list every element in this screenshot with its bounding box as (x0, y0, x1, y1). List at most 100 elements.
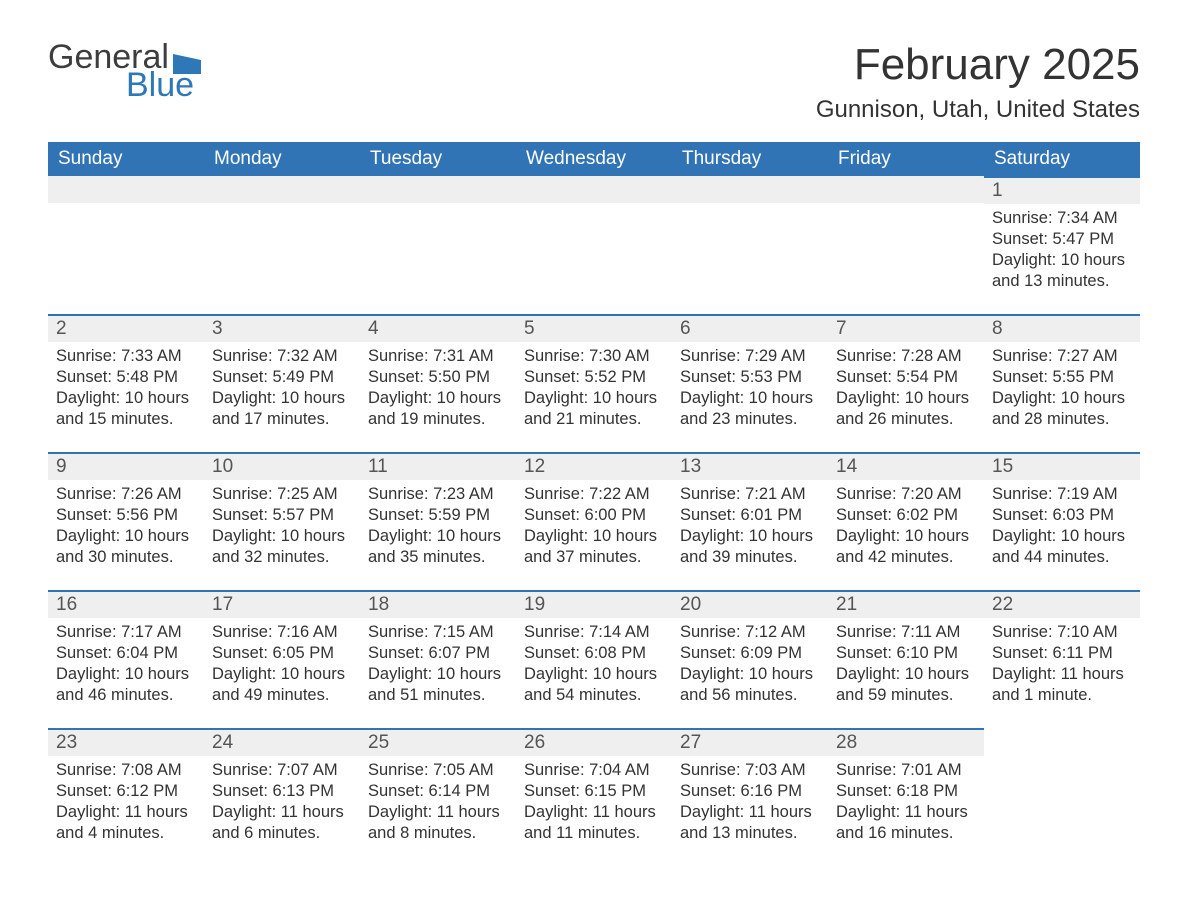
sunset-text: Sunset: 6:12 PM (56, 781, 196, 802)
calendar-day-cell: 7 Sunrise: 7:28 AMSunset: 5:54 PMDaylight… (828, 314, 984, 452)
sunset-text: Sunset: 5:56 PM (56, 505, 196, 526)
day-details: Sunrise: 7:01 AMSunset: 6:18 PMDaylight:… (828, 756, 984, 852)
day-details: Sunrise: 7:23 AMSunset: 5:59 PMDaylight:… (360, 480, 516, 576)
logo: General Blue (48, 40, 201, 102)
header: General Blue February 2025 Gunnison, Uta… (48, 40, 1140, 124)
day-details: Sunrise: 7:17 AMSunset: 6:04 PMDaylight:… (48, 618, 204, 714)
sunrise-text: Sunrise: 7:28 AM (836, 346, 976, 367)
sunset-text: Sunset: 5:47 PM (992, 229, 1132, 250)
sunrise-text: Sunrise: 7:16 AM (212, 622, 352, 643)
calendar-day-cell: 13Sunrise: 7:21 AMSunset: 6:01 PMDayligh… (672, 452, 828, 590)
sunset-text: Sunset: 5:59 PM (368, 505, 508, 526)
daylight-text: Daylight: 11 hours and 1 minute. (992, 664, 1132, 706)
weekday-header: Thursday (672, 142, 828, 176)
sunrise-text: Sunrise: 7:25 AM (212, 484, 352, 505)
sunset-text: Sunset: 6:18 PM (836, 781, 976, 802)
daylight-text: Daylight: 10 hours and 23 minutes. (680, 388, 820, 430)
day-details: Sunrise: 7:34 AMSunset: 5:47 PMDaylight:… (984, 204, 1140, 300)
sunset-text: Sunset: 6:04 PM (56, 643, 196, 664)
daylight-text: Daylight: 10 hours and 59 minutes. (836, 664, 976, 706)
calendar-empty-cell (828, 176, 984, 314)
sunrise-text: Sunrise: 7:20 AM (836, 484, 976, 505)
day-number: 18 (360, 590, 516, 618)
day-number: 22 (984, 590, 1140, 618)
day-details: Sunrise: 7:32 AMSunset: 5:49 PMDaylight:… (204, 342, 360, 438)
sunrise-text: Sunrise: 7:03 AM (680, 760, 820, 781)
sunrise-text: Sunrise: 7:34 AM (992, 208, 1132, 229)
sunrise-text: Sunrise: 7:29 AM (680, 346, 820, 367)
sunrise-text: Sunrise: 7:05 AM (368, 760, 508, 781)
sunrise-text: Sunrise: 7:26 AM (56, 484, 196, 505)
day-number: 14 (828, 452, 984, 480)
day-number: 5 (516, 314, 672, 342)
daylight-text: Daylight: 10 hours and 49 minutes. (212, 664, 352, 706)
calendar-empty-cell (672, 176, 828, 314)
sunrise-text: Sunrise: 7:19 AM (992, 484, 1132, 505)
day-details: Sunrise: 7:07 AMSunset: 6:13 PMDaylight:… (204, 756, 360, 852)
daylight-text: Daylight: 10 hours and 15 minutes. (56, 388, 196, 430)
calendar-day-cell: 2Sunrise: 7:33 AMSunset: 5:48 PMDaylight… (48, 314, 204, 452)
logo-word-blue: Blue (126, 68, 201, 102)
sunrise-text: Sunrise: 7:23 AM (368, 484, 508, 505)
calendar-day-cell: 1Sunrise: 7:34 AMSunset: 5:47 PMDaylight… (984, 176, 1140, 314)
sunset-text: Sunset: 5:55 PM (992, 367, 1132, 388)
day-number: 2 (48, 314, 204, 342)
day-number: 11 (360, 452, 516, 480)
location-subtitle: Gunnison, Utah, United States (816, 96, 1140, 124)
sunset-text: Sunset: 5:57 PM (212, 505, 352, 526)
sunset-text: Sunset: 6:10 PM (836, 643, 976, 664)
daylight-text: Daylight: 10 hours and 13 minutes. (992, 250, 1132, 292)
sunset-text: Sunset: 5:52 PM (524, 367, 664, 388)
empty-day-header (204, 176, 360, 203)
sunset-text: Sunset: 6:07 PM (368, 643, 508, 664)
calendar-day-cell: 4Sunrise: 7:31 AMSunset: 5:50 PMDaylight… (360, 314, 516, 452)
day-number: 9 (48, 452, 204, 480)
day-details: Sunrise: 7:11 AMSunset: 6:10 PMDaylight:… (828, 618, 984, 714)
calendar-day-cell: 25Sunrise: 7:05 AMSunset: 6:14 PMDayligh… (360, 728, 516, 866)
sunrise-text: Sunrise: 7:01 AM (836, 760, 976, 781)
month-title: February 2025 (816, 40, 1140, 90)
calendar-day-cell: 8Sunrise: 7:27 AMSunset: 5:55 PMDaylight… (984, 314, 1140, 452)
daylight-text: Daylight: 10 hours and 19 minutes. (368, 388, 508, 430)
daylight-text: Daylight: 11 hours and 11 minutes. (524, 802, 664, 844)
sunset-text: Sunset: 5:54 PM (836, 367, 976, 388)
calendar-week-row: 16Sunrise: 7:17 AMSunset: 6:04 PMDayligh… (48, 590, 1140, 728)
calendar-day-cell: 17 Sunrise: 7:16 AMSunset: 6:05 PMDayligh… (204, 590, 360, 728)
day-details: Sunrise: 7:21 AMSunset: 6:01 PMDaylight:… (672, 480, 828, 576)
sunset-text: Sunset: 6:09 PM (680, 643, 820, 664)
calendar-day-cell: 22Sunrise: 7:10 AMSunset: 6:11 PMDayligh… (984, 590, 1140, 728)
sunrise-text: Sunrise: 7:17 AM (56, 622, 196, 643)
weekday-header-row: SundayMondayTuesdayWednesdayThursdayFrid… (48, 142, 1140, 176)
daylight-text: Daylight: 11 hours and 8 minutes. (368, 802, 508, 844)
day-number: 23 (48, 728, 204, 756)
daylight-text: Daylight: 11 hours and 6 minutes. (212, 802, 352, 844)
day-number: 12 (516, 452, 672, 480)
day-number: 20 (672, 590, 828, 618)
daylight-text: Daylight: 10 hours and 54 minutes. (524, 664, 664, 706)
sunrise-text: Sunrise: 7:12 AM (680, 622, 820, 643)
calendar-day-cell: 23Sunrise: 7:08 AMSunset: 6:12 PMDayligh… (48, 728, 204, 866)
sunrise-text: Sunrise: 7:31 AM (368, 346, 508, 367)
day-number: 17 (204, 590, 360, 618)
sunset-text: Sunset: 6:16 PM (680, 781, 820, 802)
sunset-text: Sunset: 6:05 PM (212, 643, 352, 664)
empty-day-header (48, 176, 204, 203)
day-number: 25 (360, 728, 516, 756)
day-number: 7 (828, 314, 984, 342)
calendar-day-cell: 24Sunrise: 7:07 AMSunset: 6:13 PMDayligh… (204, 728, 360, 866)
calendar-day-cell: 21Sunrise: 7:11 AMSunset: 6:10 PMDayligh… (828, 590, 984, 728)
title-block: February 2025 Gunnison, Utah, United Sta… (816, 40, 1140, 124)
day-number: 4 (360, 314, 516, 342)
day-number: 26 (516, 728, 672, 756)
calendar-empty-cell (984, 728, 1140, 866)
daylight-text: Daylight: 10 hours and 46 minutes. (56, 664, 196, 706)
day-details: Sunrise: 7:27 AMSunset: 5:55 PMDaylight:… (984, 342, 1140, 438)
calendar-empty-cell (516, 176, 672, 314)
day-details: Sunrise: 7:20 AMSunset: 6:02 PMDaylight:… (828, 480, 984, 576)
daylight-text: Daylight: 10 hours and 26 minutes. (836, 388, 976, 430)
calendar-empty-cell (360, 176, 516, 314)
daylight-text: Daylight: 10 hours and 21 minutes. (524, 388, 664, 430)
daylight-text: Daylight: 11 hours and 4 minutes. (56, 802, 196, 844)
day-details: Sunrise: 7:25 AMSunset: 5:57 PMDaylight:… (204, 480, 360, 576)
day-number: 27 (672, 728, 828, 756)
